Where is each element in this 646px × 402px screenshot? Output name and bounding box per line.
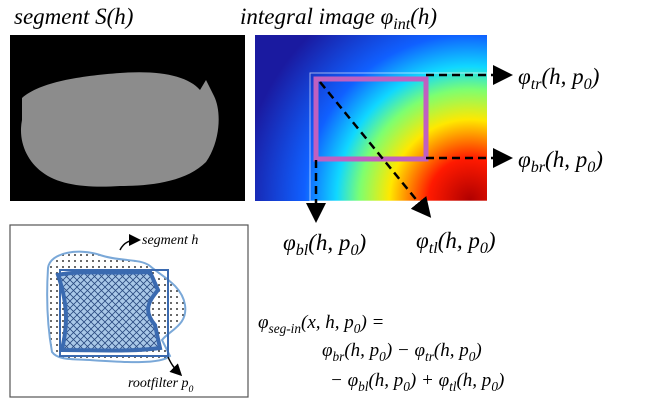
text-run: (h, p xyxy=(344,340,379,361)
subscript: bl xyxy=(296,242,309,259)
arrows xyxy=(306,65,513,223)
text-run: (h, p xyxy=(434,340,469,361)
text-run: integral image φ xyxy=(240,4,394,29)
title-integral: integral image φint(h) xyxy=(240,4,437,33)
text-run: segment h xyxy=(142,233,198,248)
text-run: (h, p xyxy=(456,370,491,391)
subscript: br xyxy=(333,349,346,364)
label-tr: φtr(h, p0) xyxy=(518,64,599,93)
equation-line-2: φbr(h, p0) − φtr(h, p0) xyxy=(322,340,482,364)
text-run: (h) xyxy=(410,4,437,29)
text-run: ) xyxy=(486,228,496,253)
text-run: (h, p xyxy=(541,64,583,89)
rootfilter-box xyxy=(59,269,169,357)
text-run: φ xyxy=(518,147,531,172)
text-run: φ xyxy=(322,340,333,361)
text-run: ) − φ xyxy=(385,340,425,361)
subscript: bl xyxy=(358,379,369,394)
subscript: 0 xyxy=(189,384,194,395)
text-run: ) xyxy=(474,340,481,361)
subscript: 0 xyxy=(584,76,592,93)
subscript: tl xyxy=(429,240,438,257)
subscript: 0 xyxy=(350,242,358,259)
cat-silhouette xyxy=(20,72,219,187)
text-run: rootfilter p xyxy=(128,376,189,391)
subscript: 0 xyxy=(587,159,595,176)
label-bl: φbl(h, p0) xyxy=(283,230,366,259)
segment-box xyxy=(313,76,429,162)
subscript: 0 xyxy=(480,240,488,257)
subscript: 0 xyxy=(403,379,410,394)
text-run: segment S(h) xyxy=(14,4,133,29)
text-run: ) xyxy=(356,230,366,255)
equation-line-1: φseg-in(x, h, p0) = xyxy=(258,312,384,336)
text-run: (x, h, p xyxy=(301,312,354,333)
subscript: tr xyxy=(425,349,435,364)
subscript: br xyxy=(531,159,546,176)
text-run: ) xyxy=(497,370,504,391)
subscript: int xyxy=(393,16,411,33)
title-segment: segment S(h) xyxy=(14,4,133,29)
overlap-region xyxy=(55,269,163,353)
text-run: ) xyxy=(590,64,600,89)
label-br: φbr(h, p0) xyxy=(518,147,603,176)
text-run: φ xyxy=(258,312,269,333)
subscript: 0 xyxy=(379,349,386,364)
segment-pointer xyxy=(119,234,141,251)
equation-line-3: − φbl(h, p0) + φtl(h, p0) xyxy=(330,370,504,394)
integral-image xyxy=(255,35,487,201)
subscript: 0 xyxy=(354,321,361,336)
subscript: tr xyxy=(531,76,542,93)
text-run: ) xyxy=(593,147,603,172)
subscript: seg-in xyxy=(269,321,302,336)
root-window xyxy=(309,72,491,202)
text-run: (h, p xyxy=(438,228,480,253)
text-run: − φ xyxy=(330,370,358,391)
text-run: (h, p xyxy=(368,370,403,391)
text-run: φ xyxy=(283,230,296,255)
label-tl: φtl(h, p0) xyxy=(416,228,496,257)
text-run: (h, p xyxy=(308,230,350,255)
text-run: (h, p xyxy=(545,147,587,172)
subscript: 0 xyxy=(491,379,498,394)
text-run: ) + φ xyxy=(409,370,449,391)
text-run: φ xyxy=(416,228,429,253)
subscript: 0 xyxy=(469,349,476,364)
subscript: tl xyxy=(449,379,457,394)
inset-segment-label: segment h xyxy=(142,233,198,248)
rootfilter-pointer xyxy=(167,356,183,377)
text-run: ) = xyxy=(359,312,384,333)
inset-rootfilter-label: rootfilter p0 xyxy=(128,376,194,395)
text-run: φ xyxy=(518,64,531,89)
